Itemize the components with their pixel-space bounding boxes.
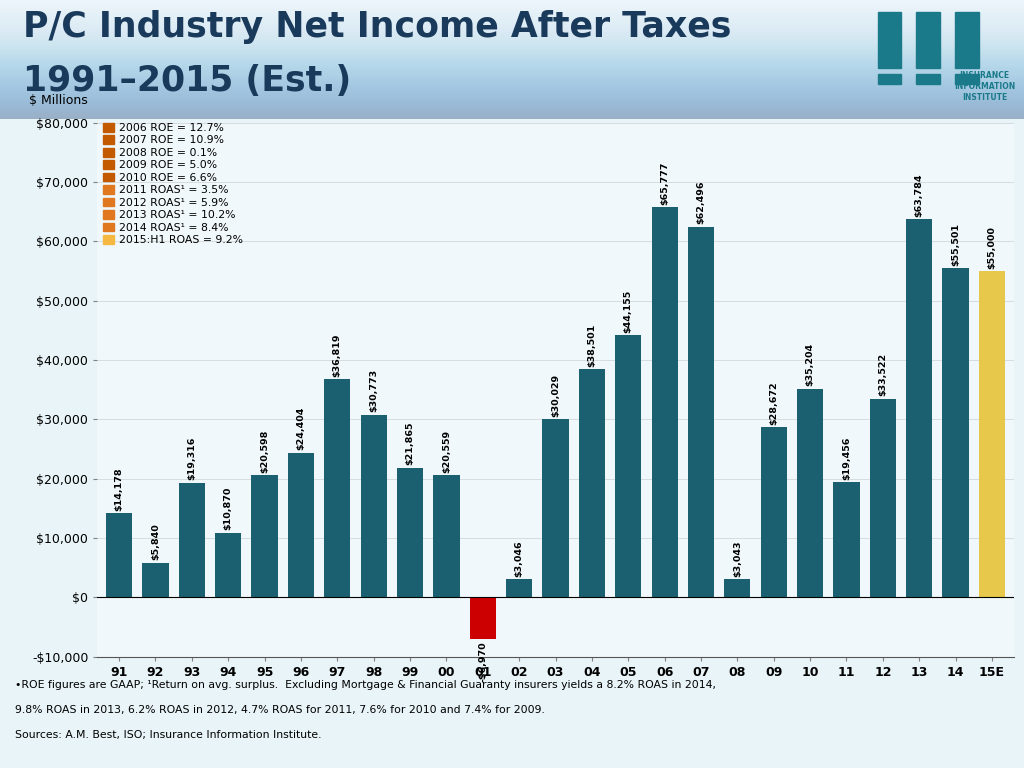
Bar [106, 513, 132, 598]
Bar [288, 452, 314, 598]
Bar [433, 475, 460, 598]
Bar [916, 12, 940, 68]
Bar [955, 12, 979, 68]
Text: $3,043: $3,043 [733, 541, 741, 577]
Bar [906, 219, 932, 598]
Bar [688, 227, 714, 598]
Text: 9.8% ROAS in 2013, 6.2% ROAS in 2012, 4.7% ROAS for 2011, 7.6% for 2010 and 7.4%: 9.8% ROAS in 2013, 6.2% ROAS in 2012, 4.… [15, 705, 545, 715]
Text: $24,404: $24,404 [296, 407, 305, 450]
Text: $ Millions: $ Millions [29, 94, 87, 107]
Text: $30,773: $30,773 [370, 369, 378, 412]
Bar [942, 268, 969, 598]
Bar [397, 468, 423, 598]
Text: $35,204: $35,204 [806, 343, 815, 386]
Bar [651, 207, 678, 598]
Bar [215, 533, 242, 598]
Legend: 2006 ROE = 12.7%, 2007 ROE = 10.9%, 2008 ROE = 0.1%, 2009 ROE = 5.0%, 2010 ROE =: 2006 ROE = 12.7%, 2007 ROE = 10.9%, 2008… [102, 123, 243, 245]
Bar [252, 475, 278, 598]
Text: $5,840: $5,840 [151, 524, 160, 561]
Text: $20,559: $20,559 [442, 430, 451, 473]
Text: $10,870: $10,870 [223, 487, 232, 531]
Bar [797, 389, 823, 598]
Text: P/C Industry Net Income After Taxes: P/C Industry Net Income After Taxes [23, 9, 731, 44]
Bar [878, 12, 901, 68]
Text: $36,819: $36,819 [333, 333, 342, 376]
Bar [615, 336, 641, 598]
Bar [878, 74, 901, 84]
Bar [325, 379, 350, 598]
Text: -$6,970: -$6,970 [478, 641, 487, 682]
Text: $30,029: $30,029 [551, 374, 560, 417]
Bar [506, 579, 532, 598]
Text: $28,672: $28,672 [769, 381, 778, 425]
Text: $38,501: $38,501 [588, 323, 596, 366]
Bar [470, 598, 496, 639]
Bar [869, 399, 896, 598]
Text: $63,784: $63,784 [914, 173, 924, 217]
Bar [761, 427, 786, 598]
Text: Sources: A.M. Best, ISO; Insurance Information Institute.: Sources: A.M. Best, ISO; Insurance Infor… [15, 730, 322, 740]
Text: $3,046: $3,046 [515, 540, 523, 577]
Text: $55,501: $55,501 [951, 223, 961, 266]
Bar [360, 415, 387, 598]
Bar [142, 563, 169, 598]
Text: $33,522: $33,522 [879, 353, 888, 396]
Bar [979, 271, 1005, 598]
Text: $44,155: $44,155 [624, 290, 633, 333]
Text: $65,777: $65,777 [660, 161, 669, 205]
Text: INFORMATION: INFORMATION [954, 82, 1015, 91]
Text: •ROE figures are GAAP; ¹Return on avg. surplus.  Excluding Mortgage & Financial : •ROE figures are GAAP; ¹Return on avg. s… [15, 680, 716, 690]
Bar [179, 483, 205, 598]
Bar [916, 74, 940, 84]
Bar [955, 74, 979, 84]
Bar [543, 419, 568, 598]
Text: $62,496: $62,496 [696, 180, 706, 224]
Text: $19,316: $19,316 [187, 437, 197, 481]
Bar [579, 369, 605, 598]
Text: $14,178: $14,178 [115, 467, 124, 511]
Text: $20,598: $20,598 [260, 429, 269, 473]
Text: $21,865: $21,865 [406, 422, 415, 465]
Bar [834, 482, 859, 598]
Text: 1991–2015 (Est.): 1991–2015 (Est.) [23, 65, 351, 98]
Text: $55,000: $55,000 [987, 226, 996, 269]
Bar [724, 579, 751, 598]
Text: $19,456: $19,456 [842, 436, 851, 479]
Text: INSTITUTE: INSTITUTE [962, 93, 1008, 102]
Text: INSURANCE: INSURANCE [959, 71, 1010, 80]
